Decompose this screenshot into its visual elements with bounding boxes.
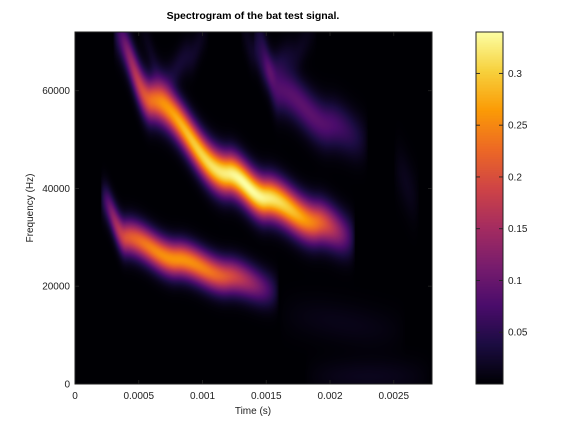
x-axis-label: Time (s): [235, 406, 271, 417]
x-tick-label: 0.0015: [251, 391, 282, 402]
x-tick-label: 0.001: [190, 391, 215, 402]
colorbar-axis: 0.05 0.1 0.15 0.2 0.25 0.3: [476, 69, 528, 339]
colorbar-gradient: [476, 32, 503, 384]
colorbar-frame: [475, 31, 504, 385]
y-axis-label: Frequency (Hz): [25, 174, 36, 243]
x-tick-label: 0.002: [317, 391, 342, 402]
colorbar-tick-label: 0.1: [508, 276, 522, 287]
y-axis: 0 20000 40000 60000: [42, 86, 432, 391]
y-tick-label: 40000: [42, 184, 70, 195]
y-tick-label: 60000: [42, 86, 70, 97]
colorbar-tick-label: 0.05: [508, 328, 528, 339]
x-tick-label: 0.0005: [123, 391, 154, 402]
colorbar-tick-label: 0.25: [508, 121, 528, 132]
colorbar-container: [476, 32, 503, 384]
colorbar-tick-label: 0.2: [508, 172, 522, 183]
colorbar-tick-label: 0.3: [508, 69, 522, 80]
plot-frame: [74, 31, 433, 385]
spectrogram-image-container: [75, 32, 432, 384]
spectrogram-heatmap: [75, 32, 432, 384]
x-tick-label: 0.0025: [378, 391, 409, 402]
colorbar-tick-label: 0.15: [508, 224, 528, 235]
chart-title: Spectrogram of the bat test signal.: [167, 10, 340, 22]
x-axis: 0 0.0005 0.001 0.0015 0.002 0.0025: [72, 32, 409, 402]
y-tick-label: 0: [64, 380, 70, 391]
x-tick-label: 0: [72, 391, 78, 402]
y-tick-label: 20000: [42, 282, 70, 293]
